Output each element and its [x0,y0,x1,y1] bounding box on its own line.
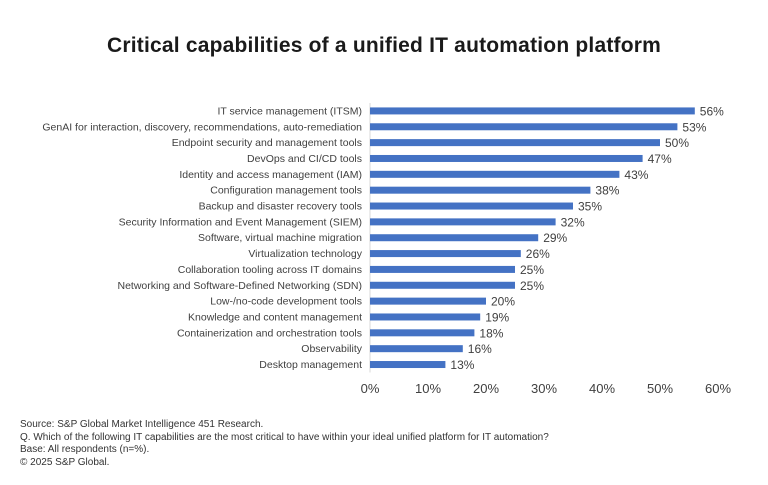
category-label: Identity and access management (IAM) [179,169,362,181]
data-label: 29% [543,231,567,245]
bar [370,313,481,321]
bar [370,265,515,273]
footer-source: Source: S&P Global Market Intelligence 4… [20,419,264,430]
x-tick-label: 30% [531,381,557,396]
data-label: 18% [479,326,503,340]
x-tick-label: 40% [589,381,615,396]
data-label: 19% [485,310,509,324]
data-label: 38% [595,184,619,198]
x-tick-label: 0% [361,381,380,396]
bar [370,234,539,242]
bar [370,170,620,178]
data-label: 25% [520,279,544,293]
category-label: Endpoint security and management tools [172,137,362,149]
bar [370,345,463,353]
data-label: 43% [624,168,648,182]
x-tick-label: 50% [647,381,673,396]
footer-question: Q. Which of the following IT capabilitie… [20,431,549,443]
bar-chart: IT service management (ITSM) 56% GenAI for… [42,103,731,396]
x-tick-label: 20% [473,381,499,396]
footer-copyright: © 2025 S&P Global. [20,456,110,468]
category-label: Backup and disaster recovery tools [199,201,362,213]
bar [370,297,486,305]
x-tick-label: 10% [415,381,441,396]
footer-base: Base: All respondents (n=%). [20,444,150,455]
category-label: GenAI for interaction, discovery, recomm… [42,121,362,133]
bar [370,218,556,226]
data-label: 53% [682,120,706,134]
category-label: Collaboration tooling across IT domains [178,264,362,276]
bar [370,154,643,162]
category-label: Knowledge and content management [188,311,362,323]
category-label: Virtualization technology [248,248,362,260]
bar [370,329,475,337]
data-label: 16% [468,342,492,356]
data-label: 47% [648,152,672,166]
category-label: DevOps and CI/CD tools [247,153,362,165]
category-label: Containerization and orchestration tools [177,327,362,339]
category-label: Software, virtual machine migration [198,232,362,244]
data-label: 13% [450,358,474,372]
data-label: 56% [700,104,724,118]
x-tick-label: 60% [705,381,731,396]
data-label: 32% [561,215,585,229]
category-label: Networking and Software-Defined Networki… [117,280,362,292]
category-label: Low-/no-code development tools [210,296,362,308]
category-label: Desktop management [259,359,362,371]
bar [370,281,515,289]
bar [370,186,591,194]
data-label: 26% [526,247,550,261]
category-label: IT service management (ITSM) [217,105,362,117]
bar [370,123,678,131]
data-label: 20% [491,295,515,309]
data-label: 35% [578,200,602,214]
bar [370,107,695,115]
category-label: Configuration management tools [210,185,362,197]
data-label: 25% [520,263,544,277]
bar [370,139,660,147]
category-label: Security Information and Event Managemen… [119,216,362,228]
data-label: 50% [665,136,689,150]
bar [370,361,446,369]
chart-title: Critical capabilities of a unified IT au… [107,34,661,57]
bar [370,250,521,258]
bar [370,202,573,210]
category-label: Observability [301,343,362,355]
chart-footer: Source: S&P Global Market Intelligence 4… [20,419,549,469]
